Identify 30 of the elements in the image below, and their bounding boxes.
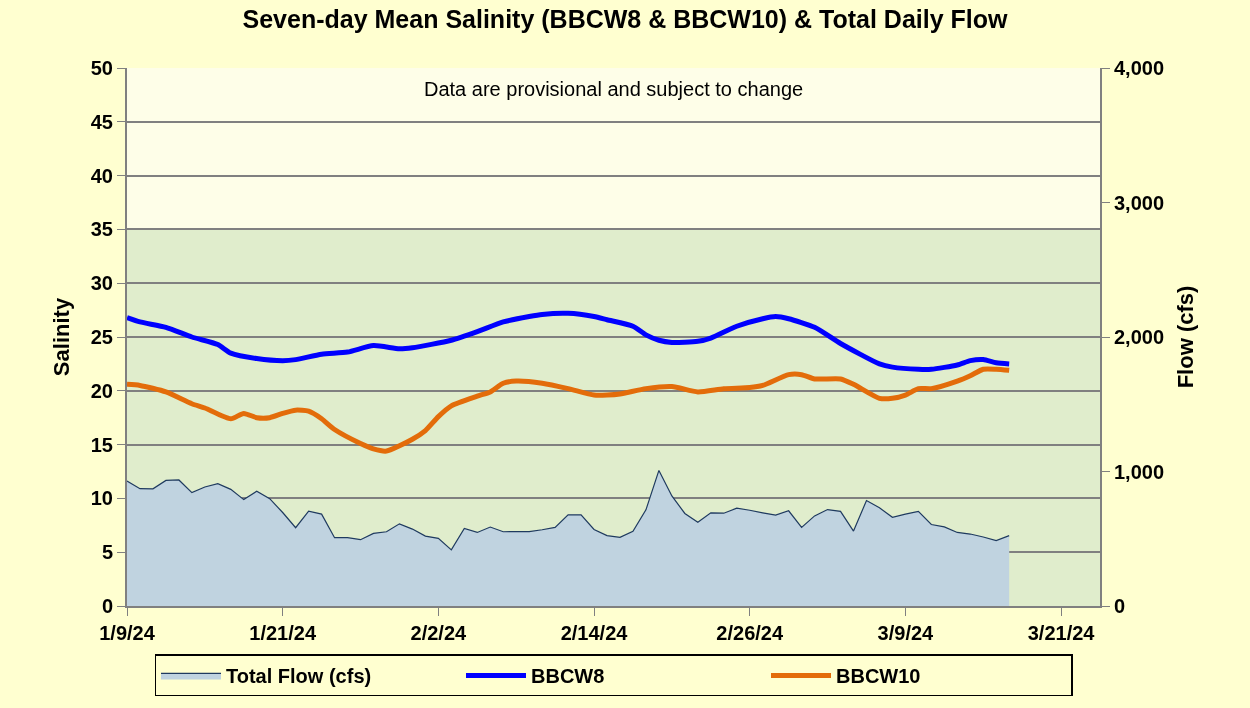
chart-title: Seven-day Mean Salinity (BBCW8 & BBCW10) & Total Daily Flow <box>242 5 1009 34</box>
y-tick-label: 5 <box>101 541 113 564</box>
y2-axis-title: Flow (cfs) <box>1173 285 1199 389</box>
y-tick-label: 0 <box>101 595 113 617</box>
y2-tick-label: 3,000 <box>1114 191 1165 214</box>
x-tick-label: 3/9/24 <box>877 622 935 644</box>
x-tick-label: 1/21/24 <box>249 622 317 644</box>
y2-tick-label: 0 <box>1114 595 1126 617</box>
legend-label: BBCW8 <box>531 665 605 688</box>
x-tick-label: 2/14/24 <box>560 622 629 644</box>
legend-label: Total Flow (cfs) <box>226 665 372 688</box>
x-tick-label: 1/9/24 <box>99 622 156 644</box>
y-tick-label: 20 <box>90 379 113 402</box>
legend-label: BBCW10 <box>836 665 921 688</box>
y-tick-label: 30 <box>90 272 113 295</box>
y2-tick-label: 1,000 <box>1114 460 1165 483</box>
annotation: Data are provisional and subject to change <box>424 78 804 100</box>
y-tick-label: 25 <box>90 326 113 348</box>
y-tick-label: 45 <box>90 110 113 133</box>
x-tick-label: 2/26/24 <box>716 622 784 644</box>
y-tick-label: 35 <box>90 218 113 241</box>
y-tick-label: 10 <box>90 487 113 510</box>
y-tick-label: 15 <box>90 433 113 456</box>
y-tick-label: 40 <box>90 164 113 187</box>
x-tick-label: 3/21/24 <box>1027 622 1096 644</box>
x-tick-label: 2/2/24 <box>410 622 468 644</box>
y2-tick-label: 4,000 <box>1114 57 1165 79</box>
y-axis-title: Salinity <box>49 297 75 377</box>
y2-tick-label: 2,000 <box>1114 326 1165 348</box>
y-tick-label: 50 <box>90 57 113 79</box>
